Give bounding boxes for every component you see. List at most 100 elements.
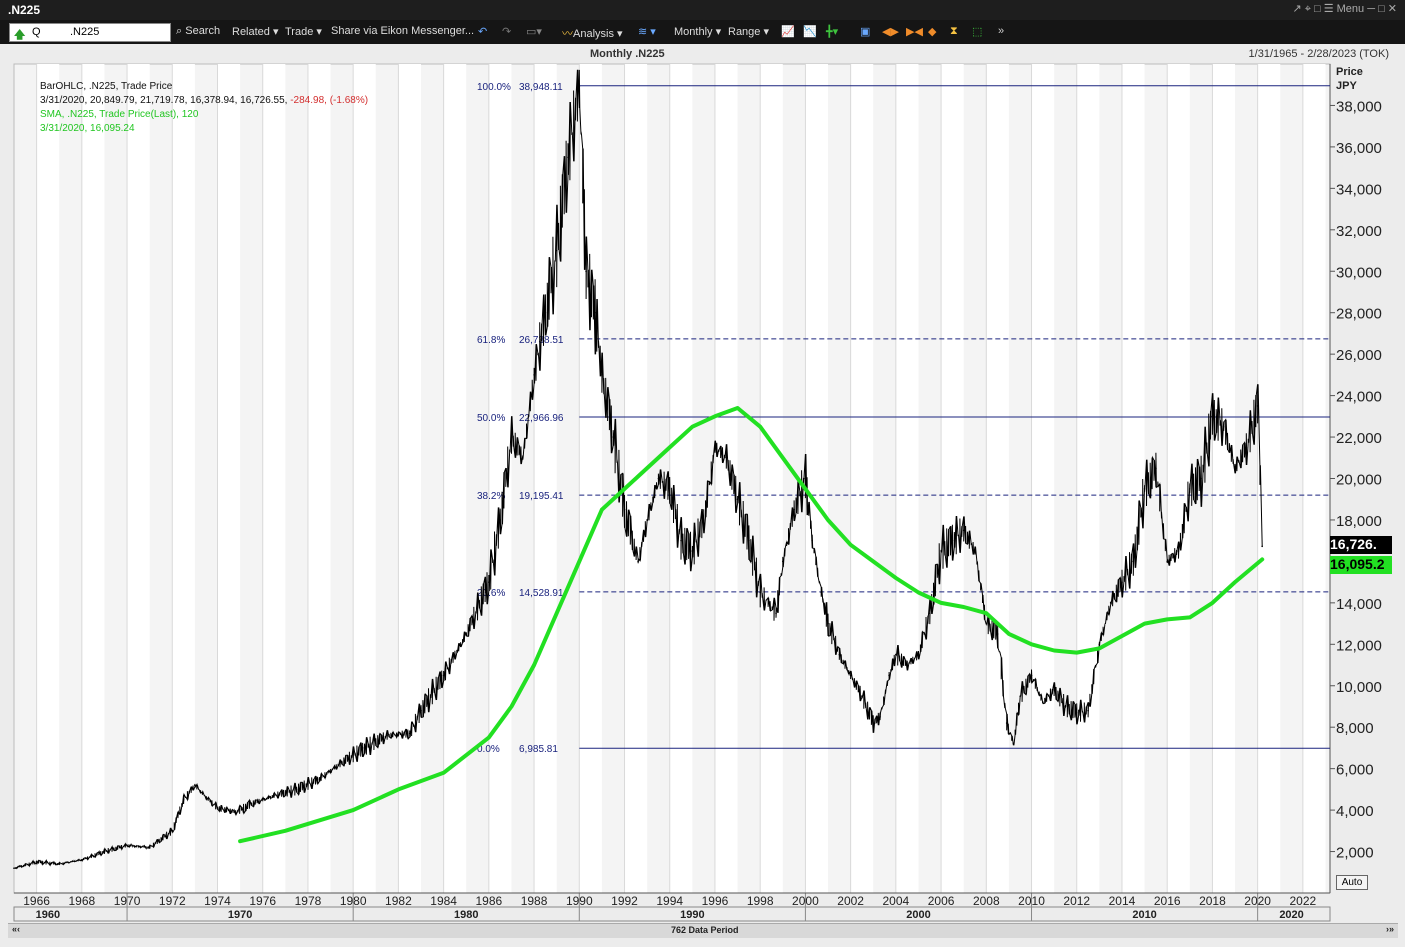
ohlc-point bbox=[657, 477, 660, 480]
ohlc-point bbox=[499, 519, 501, 521]
decade-label: 1970 bbox=[228, 909, 252, 921]
window-controls[interactable]: ↗ ⌖ □ ☰ Menu ─ □ ✕ bbox=[1292, 3, 1398, 15]
x-tick-label: 2008 bbox=[973, 894, 1000, 908]
ohlc-point bbox=[533, 374, 535, 376]
layout-icon[interactable]: ▣ bbox=[860, 26, 871, 38]
scroll-left-button[interactable]: «‹ bbox=[12, 924, 21, 934]
ohlc-point bbox=[1256, 405, 1259, 407]
x-tick-label: 1982 bbox=[385, 894, 412, 908]
ohlc-point bbox=[781, 560, 784, 563]
pan-right-icon[interactable]: ▶◀ bbox=[906, 26, 923, 38]
year-band bbox=[353, 64, 376, 893]
x-tick-label: 1968 bbox=[68, 894, 95, 908]
year-band bbox=[941, 64, 964, 893]
ohlc-point bbox=[194, 784, 196, 787]
range-label: Range bbox=[728, 26, 761, 38]
ohlc-point bbox=[637, 560, 639, 563]
window-titlebar: .N225 ↗ ⌖ □ ☰ Menu ─ □ ✕ bbox=[0, 0, 1405, 20]
x-tick-label: 1988 bbox=[521, 894, 548, 908]
period-label: Monthly bbox=[674, 26, 713, 38]
expand-vertical-icon[interactable]: ◆ bbox=[928, 26, 937, 38]
y-tick-label: 28,000 bbox=[1336, 306, 1382, 323]
ohlc-point bbox=[578, 85, 581, 88]
y-tick-label: 32,000 bbox=[1336, 223, 1382, 240]
ohlc-point bbox=[465, 633, 468, 635]
scroll-right-button[interactable]: ›» bbox=[1385, 924, 1394, 934]
chart-scrollbar[interactable]: «‹ 762 Data Period ›» bbox=[8, 923, 1398, 938]
y-tick-label: 26,000 bbox=[1336, 347, 1382, 364]
year-band bbox=[760, 64, 783, 893]
auto-scale-button[interactable]: Auto bbox=[1336, 875, 1368, 890]
related-button[interactable]: Related ▾ bbox=[232, 26, 279, 38]
y-tick-label: 22,000 bbox=[1336, 430, 1382, 447]
ohlc-point bbox=[1222, 425, 1225, 428]
decade-label: 1960 bbox=[36, 909, 60, 921]
fib-pct-label: 0.0% bbox=[477, 744, 500, 755]
legend-ohlc-change: -284.98, (-1.68%) bbox=[287, 95, 369, 106]
ohlc-point bbox=[205, 796, 207, 799]
share-button[interactable]: Share via Eikon Messenger... bbox=[331, 25, 474, 37]
y-tick-label: 4,000 bbox=[1336, 803, 1374, 820]
ohlc-point bbox=[646, 519, 648, 521]
fib-value-label: 14,528.91 bbox=[519, 588, 564, 599]
legend-ohlc-values-text: 3/31/2020, 20,849.79, 21,719.78, 16,378.… bbox=[40, 95, 288, 106]
wave-icon[interactable]: ≋ ▾ bbox=[638, 26, 656, 38]
ohlc-point bbox=[725, 456, 728, 459]
menu-label[interactable]: Menu bbox=[1336, 3, 1365, 15]
ohlc-point bbox=[879, 716, 881, 718]
x-tick-label: 2012 bbox=[1063, 894, 1090, 908]
compress-vertical-icon[interactable]: ⧗ bbox=[950, 25, 958, 37]
analysis-label: Analysis bbox=[573, 28, 614, 40]
ohlc-point bbox=[872, 722, 875, 724]
ohlc-point bbox=[804, 477, 807, 480]
ric-input[interactable]: 🡅 Q .N225 bbox=[9, 23, 171, 42]
ohlc-point bbox=[940, 550, 942, 552]
x-tick-label: 1980 bbox=[340, 894, 367, 908]
range-button[interactable]: Range ▾ bbox=[728, 26, 769, 38]
pan-left-icon[interactable]: ◀▶ bbox=[882, 26, 899, 38]
folder-icon[interactable]: ▭▾ bbox=[526, 26, 542, 38]
x-tick-label: 2004 bbox=[883, 894, 910, 908]
ohlc-point bbox=[691, 550, 694, 552]
crosshair-icon[interactable]: ╋▾ bbox=[826, 26, 839, 38]
ohlc-point bbox=[1087, 709, 1089, 712]
ohlc-point bbox=[1261, 545, 1263, 548]
legend-sma-value: 3/31/2020, 16,095.24 bbox=[40, 123, 135, 134]
compare-chart-icon[interactable]: 📉 bbox=[803, 26, 817, 38]
select-icon[interactable]: ⬚ bbox=[972, 26, 983, 38]
y-tick-label: 18,000 bbox=[1336, 513, 1382, 530]
ohlc-point bbox=[1143, 488, 1146, 490]
ric-value[interactable]: .N225 bbox=[70, 26, 100, 38]
y-tick-label: 12,000 bbox=[1336, 637, 1382, 654]
fib-pct-label: 100.0% bbox=[477, 82, 511, 93]
toolbar: 🡅 Q .N225 ⌕ Search Related ▾ Trade ▾ Sha… bbox=[0, 20, 1405, 44]
year-band bbox=[36, 64, 60, 893]
year-band bbox=[579, 64, 602, 893]
undo-icon[interactable]: ↶ bbox=[478, 26, 488, 38]
analysis-button[interactable]: 〰Analysis ▾ bbox=[562, 28, 623, 40]
period-button[interactable]: Monthly ▾ bbox=[674, 26, 722, 38]
ohlc-point bbox=[985, 622, 988, 625]
year-band bbox=[850, 64, 874, 893]
year-band bbox=[805, 64, 829, 893]
ohlc-point bbox=[928, 612, 931, 615]
search-button[interactable]: ⌕ Search bbox=[176, 25, 220, 38]
x-tick-label: 2002 bbox=[837, 894, 864, 908]
trade-button[interactable]: Trade ▾ bbox=[285, 26, 322, 38]
line-chart-icon[interactable]: 📈 bbox=[781, 26, 795, 38]
year-band bbox=[488, 64, 512, 893]
more-icon[interactable]: » bbox=[998, 25, 1005, 37]
x-tick-label: 2010 bbox=[1018, 894, 1045, 908]
ohlc-point bbox=[171, 830, 174, 832]
fib-pct-label: 23.6% bbox=[477, 588, 505, 599]
analysis-icon: 〰 bbox=[562, 28, 573, 40]
x-tick-label: 1998 bbox=[747, 894, 774, 908]
ohlc-point bbox=[1211, 415, 1214, 418]
year-band bbox=[127, 64, 150, 893]
fib-value-label: 19,195.41 bbox=[519, 491, 564, 502]
ohlc-point bbox=[861, 695, 863, 697]
redo-icon[interactable]: ↷ bbox=[502, 26, 512, 38]
search-icon: ⌕ bbox=[176, 25, 183, 37]
year-band bbox=[669, 64, 693, 893]
